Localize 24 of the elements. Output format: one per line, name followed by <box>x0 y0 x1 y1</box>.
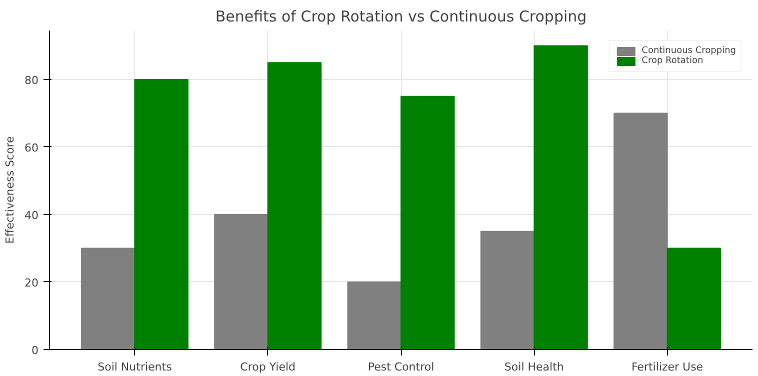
bar <box>534 45 588 350</box>
x-tick-label: Pest Control <box>368 360 434 374</box>
chart-title: Benefits of Crop Rotation vs Continuous Cropping <box>215 8 587 26</box>
bar <box>400 96 455 350</box>
x-tick-label: Soil Nutrients <box>98 360 172 374</box>
y-axis-title: Effectiveness Score <box>4 136 17 244</box>
bar <box>267 62 322 350</box>
legend-label: Continuous Cropping <box>642 46 736 56</box>
bar <box>134 78 188 350</box>
bar <box>614 112 668 350</box>
bar <box>80 248 136 350</box>
y-tick-label: 0 <box>32 344 38 357</box>
bar <box>666 248 722 350</box>
y-tick-label: 60 <box>24 141 39 154</box>
bar <box>480 230 535 350</box>
y-tick-label: 80 <box>24 74 39 87</box>
x-tick-label: Fertilizer Use <box>631 360 704 374</box>
x-tick-label: Crop Yield <box>240 360 296 374</box>
x-tick-label: Soil Health <box>504 360 564 374</box>
y-tick-label: 40 <box>24 208 39 222</box>
legend-label: Crop Rotation <box>642 56 704 66</box>
bar <box>214 214 268 350</box>
y-tick-label: 20 <box>24 276 39 290</box>
bar <box>347 281 402 350</box>
